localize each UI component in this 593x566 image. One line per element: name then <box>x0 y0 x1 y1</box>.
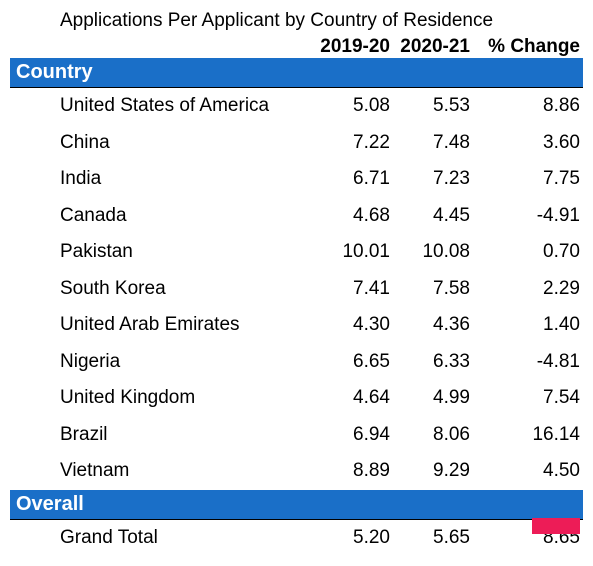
table-row: United Kingdom4.644.997.54 <box>10 380 583 417</box>
country-name: United Arab Emirates <box>10 311 310 340</box>
val-y2: 4.99 <box>390 384 470 413</box>
table-row: Nigeria6.656.33-4.81 <box>10 344 583 381</box>
val-y2: 7.48 <box>390 129 470 158</box>
country-name: China <box>10 129 310 158</box>
total-name: Grand Total <box>10 524 310 553</box>
country-name: India <box>10 165 310 194</box>
val-y1: 4.64 <box>310 384 390 413</box>
val-y1: 10.01 <box>310 238 390 267</box>
table-row: Pakistan10.0110.080.70 <box>10 234 583 271</box>
val-pct: 8.86 <box>470 92 580 121</box>
val-y2: 7.58 <box>390 275 470 304</box>
val-y1: 6.71 <box>310 165 390 194</box>
country-name: Brazil <box>10 421 310 450</box>
val-pct: 16.14 <box>470 421 580 450</box>
table-row: United States of America5.085.538.86 <box>10 88 583 125</box>
highlight-box <box>532 518 580 534</box>
val-pct: -4.91 <box>470 202 580 231</box>
table-title: Applications Per Applicant by Country of… <box>10 10 583 36</box>
val-pct: -4.81 <box>470 348 580 377</box>
section-overall: Overall <box>10 490 583 520</box>
table-row-total: Grand Total 5.20 5.65 8.65 <box>10 520 583 557</box>
country-name: Canada <box>10 202 310 231</box>
header-pct: % Change <box>470 36 580 58</box>
val-y1: 5.08 <box>310 92 390 121</box>
table-row: South Korea7.417.582.29 <box>10 271 583 308</box>
val-y1: 6.65 <box>310 348 390 377</box>
val-y1: 7.41 <box>310 275 390 304</box>
val-y2: 8.06 <box>390 421 470 450</box>
val-y1: 8.89 <box>310 457 390 486</box>
table-row: United Arab Emirates4.304.361.40 <box>10 307 583 344</box>
country-name: Nigeria <box>10 348 310 377</box>
table-row: Brazil6.948.0616.14 <box>10 417 583 454</box>
section-country: Country <box>10 58 583 88</box>
val-y1: 7.22 <box>310 129 390 158</box>
val-pct: 2.29 <box>470 275 580 304</box>
table-row: China7.227.483.60 <box>10 125 583 162</box>
val-y2: 7.23 <box>390 165 470 194</box>
val-y2: 6.33 <box>390 348 470 377</box>
country-name: South Korea <box>10 275 310 304</box>
val-pct: 0.70 <box>470 238 580 267</box>
val-pct: 7.54 <box>470 384 580 413</box>
column-headers: 2019-20 2020-21 % Change <box>10 36 583 58</box>
val-y2: 4.45 <box>390 202 470 231</box>
table-row: Canada4.684.45-4.91 <box>10 198 583 235</box>
val-y2: 5.53 <box>390 92 470 121</box>
total-pct: 8.65 <box>470 524 580 553</box>
table-row: India6.717.237.75 <box>10 161 583 198</box>
val-pct: 4.50 <box>470 457 580 486</box>
val-y1: 4.30 <box>310 311 390 340</box>
val-y1: 6.94 <box>310 421 390 450</box>
country-name: Vietnam <box>10 457 310 486</box>
country-name: Pakistan <box>10 238 310 267</box>
val-y2: 4.36 <box>390 311 470 340</box>
country-name: United Kingdom <box>10 384 310 413</box>
total-y2: 5.65 <box>390 524 470 553</box>
table-row: Vietnam8.899.294.50 <box>10 453 583 490</box>
country-name: United States of America <box>10 92 310 121</box>
val-y1: 4.68 <box>310 202 390 231</box>
header-year1: 2019-20 <box>310 36 390 58</box>
val-y2: 9.29 <box>390 457 470 486</box>
val-y2: 10.08 <box>390 238 470 267</box>
val-pct: 7.75 <box>470 165 580 194</box>
header-year2: 2020-21 <box>390 36 470 58</box>
total-y1: 5.20 <box>310 524 390 553</box>
val-pct: 1.40 <box>470 311 580 340</box>
val-pct: 3.60 <box>470 129 580 158</box>
